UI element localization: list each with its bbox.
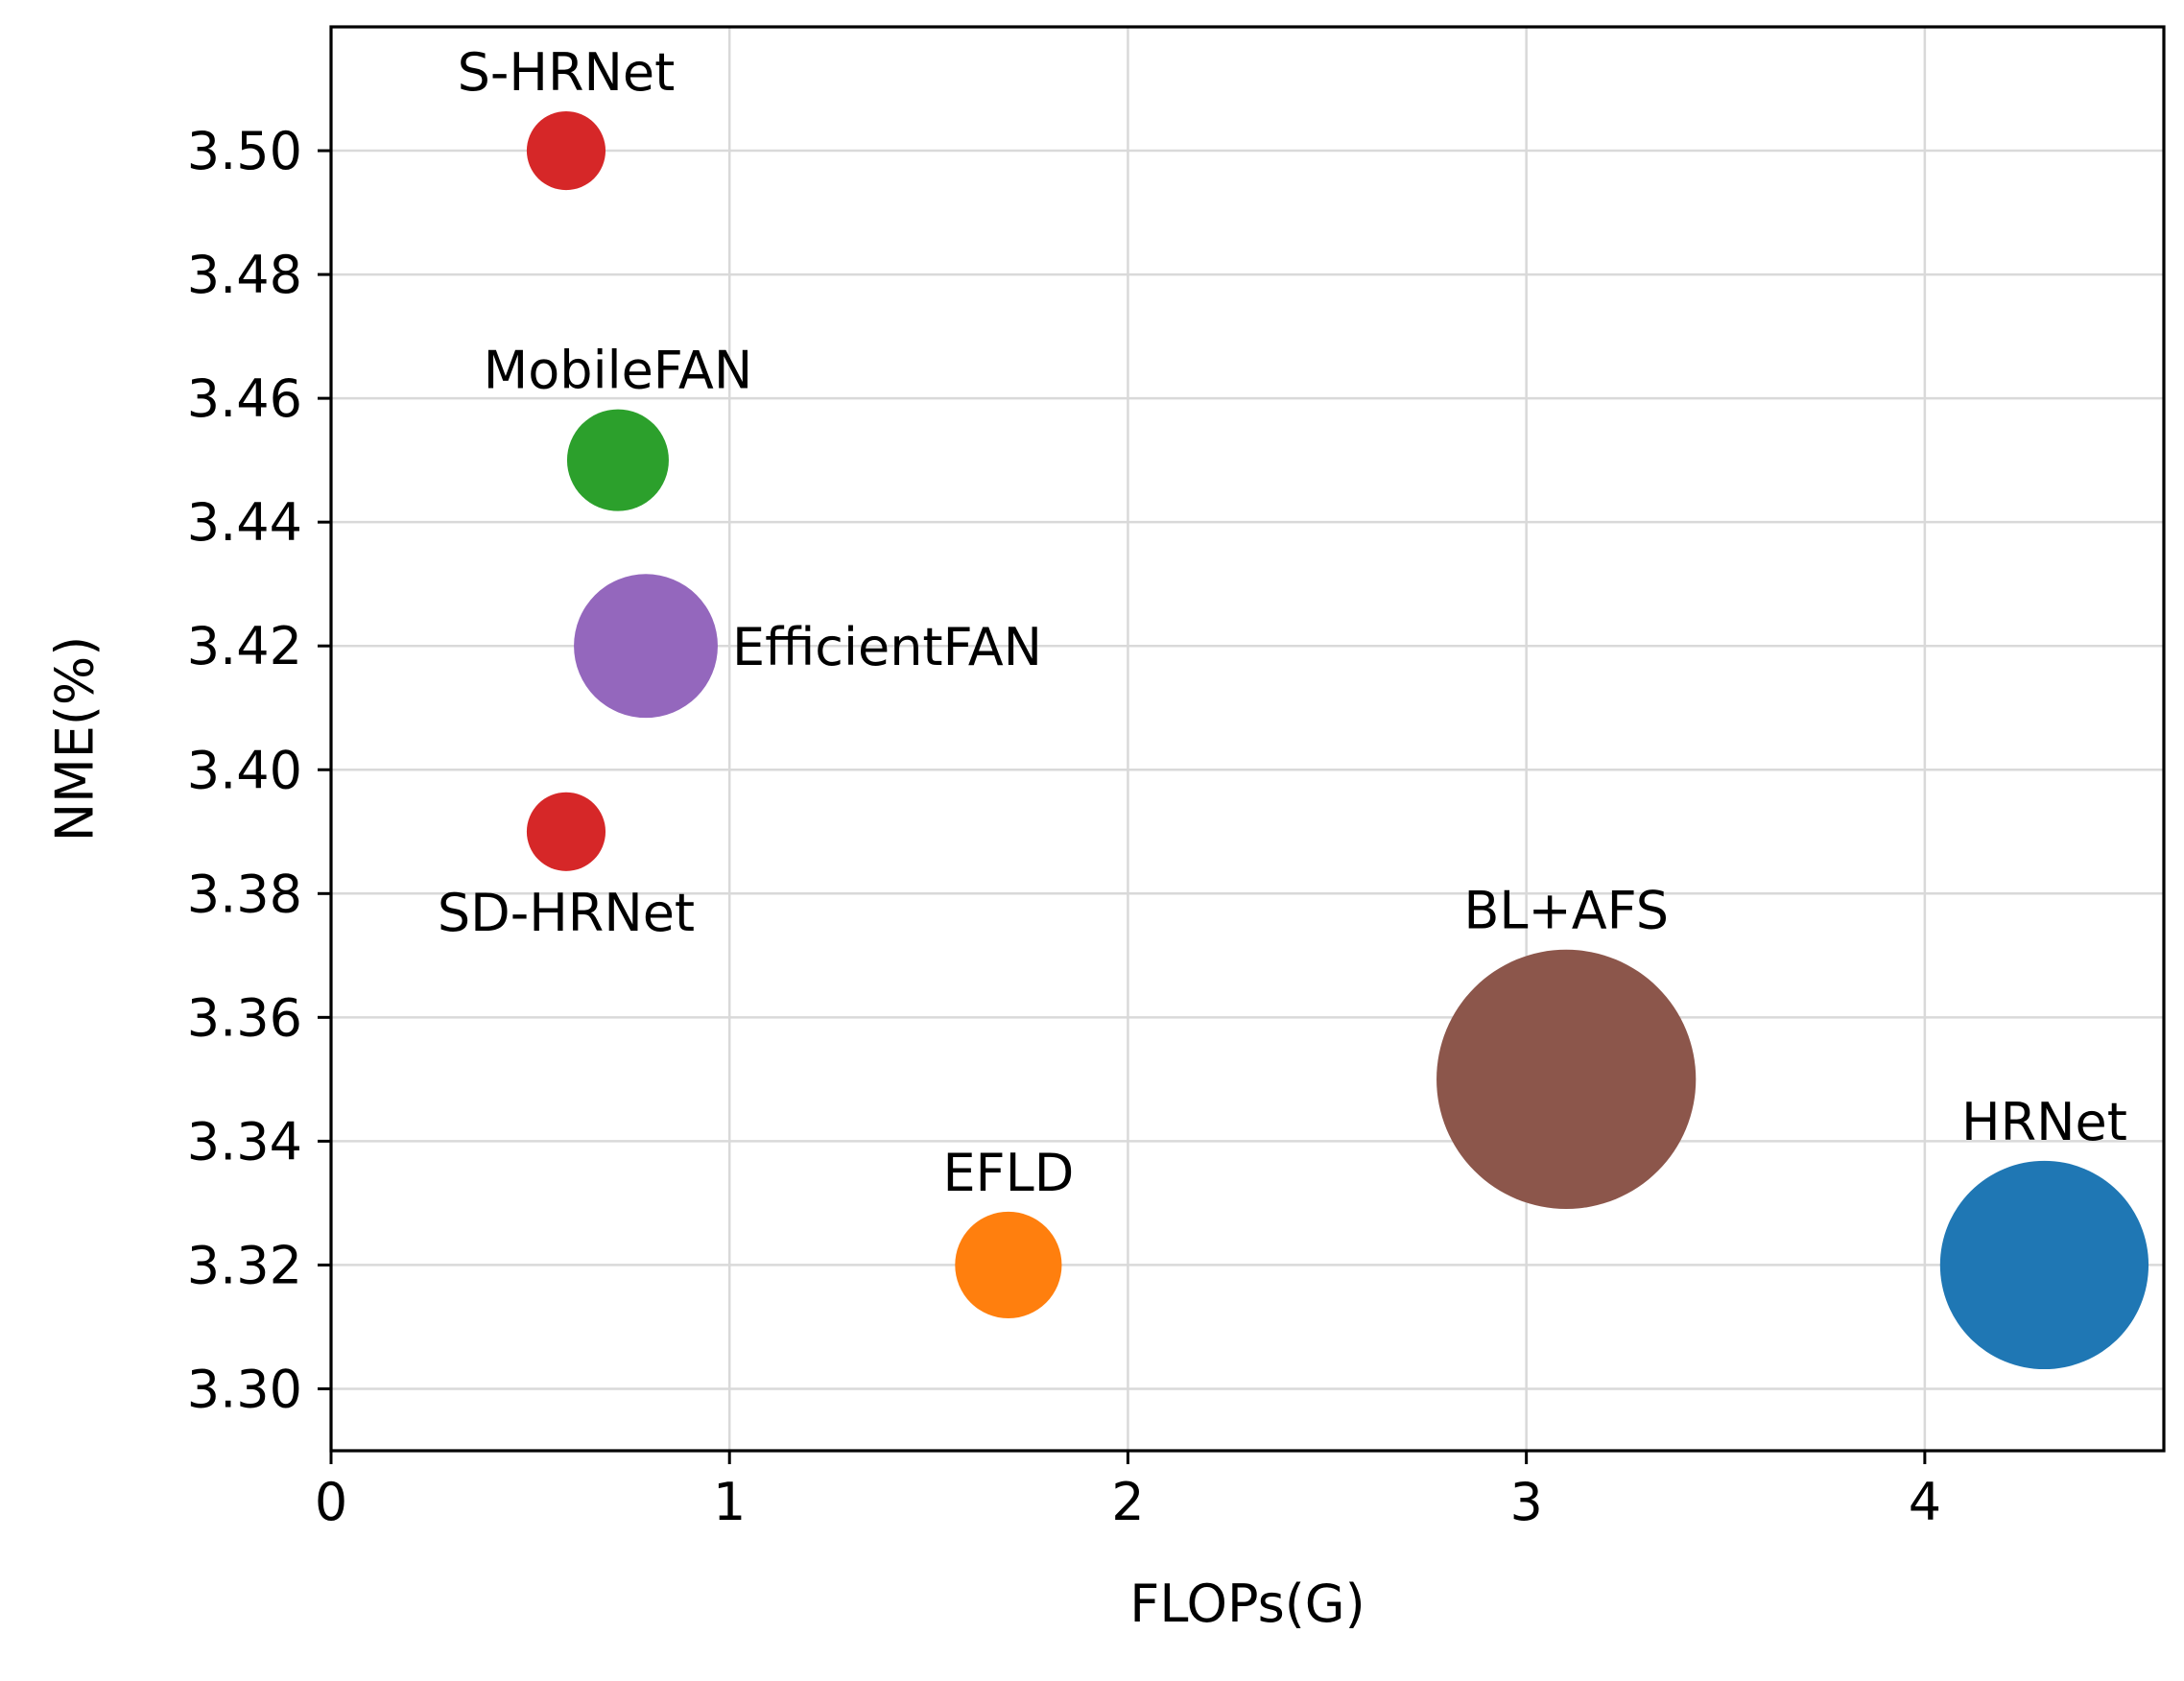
point-label-efficientfan: EfficientFAN (732, 617, 1042, 677)
y-tick-label: 3.48 (187, 245, 302, 305)
grid (329, 27, 2164, 1451)
data-point-efld (955, 1211, 1062, 1319)
point-label-s-hrnet: S-HRNet (458, 42, 676, 103)
point-label-bl-afs: BL+AFS (1463, 881, 1669, 941)
y-tick-label: 3.30 (187, 1359, 302, 1419)
axes (329, 25, 2166, 1453)
y-tick-label: 3.40 (187, 740, 302, 800)
x-tick-label: 4 (1909, 1472, 1941, 1532)
ticks: 0 1 2 3 4 3.30 3.32 3.34 3.36 3.38 3.40 3.42 3.44 3.4… (187, 121, 1941, 1532)
point-label-sd-hrnet: SD-HRNet (438, 883, 695, 943)
y-tick-label: 3.50 (187, 121, 302, 181)
x-tick-label: 1 (713, 1472, 746, 1532)
x-tick-label: 0 (315, 1472, 347, 1532)
data-point-bl-afs (1436, 949, 1697, 1209)
data-point-s-hrnet (526, 110, 606, 191)
y-axis-label: NME(%) (45, 636, 106, 842)
point-label-mobilefan: MobileFAN (484, 341, 753, 401)
y-tick-label: 3.38 (187, 864, 302, 924)
y-tick-label: 3.34 (187, 1111, 302, 1172)
y-tick-label: 3.46 (187, 368, 302, 429)
x-tick-label: 2 (1111, 1472, 1144, 1532)
y-tick-label: 3.36 (187, 987, 302, 1048)
data-point-sd-hrnet (526, 792, 606, 871)
point-labels: S-HRNet MobileFAN EfficientFAN SD-HRNet EFLD… (438, 42, 2127, 1203)
data-points (526, 110, 2149, 1370)
data-point-mobilefan (566, 409, 669, 511)
y-tick-label: 3.42 (187, 616, 302, 676)
plot-frame (329, 25, 2166, 1453)
point-label-efld: EFLD (942, 1143, 1074, 1203)
data-point-efficientfan (574, 574, 718, 719)
x-tick-label: 3 (1509, 1472, 1542, 1532)
y-tick-label: 3.44 (187, 492, 302, 553)
x-axis-label: FLOPs(G) (1129, 1574, 1365, 1634)
y-tick-label: 3.32 (187, 1235, 302, 1295)
data-point-hrnet (1939, 1160, 2149, 1370)
point-label-hrnet: HRNet (1961, 1092, 2127, 1152)
